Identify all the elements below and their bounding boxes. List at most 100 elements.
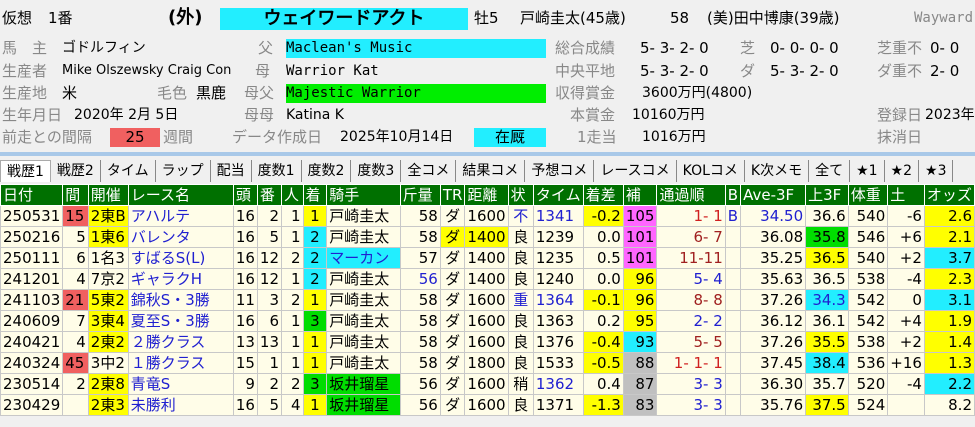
tab-1[interactable]: 戦歴2 [51, 160, 101, 182]
column-header[interactable]: 土 [887, 184, 925, 206]
tab-8[interactable]: 全コメ [401, 160, 457, 182]
tab-12[interactable]: KOLコメ [677, 160, 745, 182]
tab-3[interactable]: ラップ [156, 160, 211, 182]
tab-0[interactable]: 戦歴1 [0, 160, 51, 182]
cell-2: 2東3 [87, 394, 129, 416]
column-header[interactable]: 頭 [232, 184, 258, 206]
cell-15: 95 [622, 310, 658, 332]
cell-17 [724, 289, 742, 311]
tab-11[interactable]: レースコメ [594, 160, 677, 182]
cell-14: 0.5 [582, 247, 624, 269]
cell-19: 34.3 [805, 289, 849, 311]
tab-5[interactable]: 度数1 [252, 160, 302, 182]
cell-12: 良 [507, 247, 534, 269]
cell-5: 1 [256, 352, 283, 374]
cell-1: 2 [62, 373, 89, 395]
cell-19: 35.5 [805, 331, 849, 353]
cell-3: ２勝クラス [127, 331, 234, 353]
birth-label: 生年月日 [2, 106, 63, 124]
cell-18: 36.30 [740, 373, 807, 395]
sire: Maclean's Music [286, 39, 546, 58]
cell-3: バレンタ [127, 226, 234, 248]
table-row[interactable]: 250216 5 1東6 バレンタ 16 5 1 2 戸崎圭太 58 ダ 1400 良 1239 0.0 10… [0, 226, 975, 248]
column-header[interactable]: B [724, 184, 742, 206]
cell-4: 16 [232, 205, 258, 227]
divider [0, 152, 975, 156]
cell-16: 5- 4 [656, 268, 726, 290]
cell-22: 3.1 [923, 289, 975, 311]
cell-13: 1362 [532, 373, 584, 395]
tab-14[interactable]: 全て [809, 160, 851, 182]
earn-label: 収得賞金 [555, 84, 616, 102]
table-row[interactable]: 230514 2 2東8 青竜S 9 2 2 3 坂井瑠星 56 ダ 1600 稍 1362 0.4 87 3-… [0, 373, 975, 395]
column-header[interactable]: 上3F [805, 184, 849, 206]
per-race: 1016万円 [642, 129, 706, 145]
column-header[interactable]: 状 [507, 184, 534, 206]
tab-10[interactable]: 予想コメ [525, 160, 595, 182]
cell-15: 83 [622, 394, 658, 416]
column-header[interactable]: 体重 [847, 184, 889, 206]
cell-2: 7京2 [87, 268, 129, 290]
cell-17: B [724, 205, 742, 227]
column-header[interactable]: 人 [281, 184, 304, 206]
tab-6[interactable]: 度数2 [302, 160, 352, 182]
column-header[interactable]: 日付 [0, 184, 64, 206]
cell-20: 520 [847, 373, 889, 395]
per-race-label: 1走当 [577, 128, 617, 146]
tab-13[interactable]: K次メモ [745, 160, 810, 182]
column-header[interactable]: 番 [256, 184, 283, 206]
cell-22: 2.1 [923, 226, 975, 248]
tab-7[interactable]: 度数3 [351, 160, 402, 182]
origin: 米 [62, 84, 78, 102]
tab-9[interactable]: 結果コメ [456, 160, 526, 182]
column-header[interactable]: TR [439, 184, 466, 206]
cell-14: 0.4 [582, 373, 624, 395]
column-header[interactable]: 通過順 [656, 184, 726, 206]
cell-6: 1 [281, 226, 304, 248]
table-row[interactable]: 241103 21 5東2 錦秋S・3勝 11 3 2 1 戸崎圭太 58 ダ 1600 重 1364 -0… [0, 289, 975, 311]
cell-19: 37.5 [805, 394, 849, 416]
tab-4[interactable]: 配当 [211, 160, 252, 182]
cell-5: 2 [256, 205, 283, 227]
table-row[interactable]: 250111 6 1名3 すばるS(L) 16 12 2 2 マーカン 57 ダ 1400 良 1235 0… [0, 247, 975, 269]
column-header[interactable]: 間 [62, 184, 89, 206]
cell-7: 1 [302, 331, 328, 353]
cell-1: 15 [62, 205, 89, 227]
cell-21: 0 [887, 289, 925, 311]
cell-9: 58 [399, 226, 441, 248]
cell-0: 240324 [0, 352, 64, 374]
table-row[interactable]: 230429 2東3 未勝利 16 5 4 1 坂井瑠星 56 ダ 1600 良 1371 -1.3 83 3… [0, 394, 975, 416]
tab-15[interactable]: ★1 [850, 160, 885, 182]
cell-18: 34.50 [740, 205, 807, 227]
tab-17[interactable]: ★3 [919, 160, 954, 182]
cell-18: 35.63 [740, 268, 807, 290]
table-row[interactable]: 240324 45 3中2 １勝クラス 15 1 1 1 戸崎圭太 58 ダ 1800 良 1533 -0.… [0, 352, 975, 374]
owner: ゴドルフィン [62, 40, 146, 56]
cell-10: ダ [439, 310, 466, 332]
table-row[interactable]: 241201 4 7京2 ギャラクH 16 12 1 2 戸崎圭太 56 ダ 1400 良 1240 0.0… [0, 268, 975, 290]
cell-3: １勝クラス [127, 352, 234, 374]
table-row[interactable]: 240609 7 3東4 夏至S・3勝 16 6 1 3 戸崎圭太 58 ダ 1600 良 1363 0.2… [0, 310, 975, 332]
cell-7: 1 [302, 289, 328, 311]
column-header[interactable]: 着 [302, 184, 328, 206]
cell-16: 1- 1 [656, 205, 726, 227]
column-header[interactable]: 斤量 [399, 184, 441, 206]
table-row[interactable]: 250531 15 2東B アハルテ 16 2 1 1 戸崎圭太 58 ダ 1600 不 1341 -0.2… [0, 205, 975, 227]
column-header[interactable]: レース名 [127, 184, 234, 206]
column-header[interactable]: 開催 [87, 184, 129, 206]
column-header[interactable]: タイム [532, 184, 584, 206]
cell-7: 2 [302, 268, 328, 290]
column-header[interactable]: Ave-3F [740, 184, 807, 206]
column-header[interactable]: 距離 [464, 184, 509, 206]
column-header[interactable]: オッズ [923, 184, 975, 206]
cell-14: -0.1 [582, 289, 624, 311]
cell-4: 16 [232, 226, 258, 248]
tab-2[interactable]: タイム [101, 160, 156, 182]
cell-3: 未勝利 [127, 394, 234, 416]
column-header[interactable]: 騎手 [326, 184, 401, 206]
cell-7: 1 [302, 205, 328, 227]
column-header[interactable]: 補 [622, 184, 658, 206]
tab-16[interactable]: ★2 [885, 160, 920, 182]
column-header[interactable]: 着差 [582, 184, 624, 206]
table-row[interactable]: 240421 4 2東2 ２勝クラス 13 13 1 1 戸崎圭太 58 ダ 1600 良 1376 -0.… [0, 331, 975, 353]
